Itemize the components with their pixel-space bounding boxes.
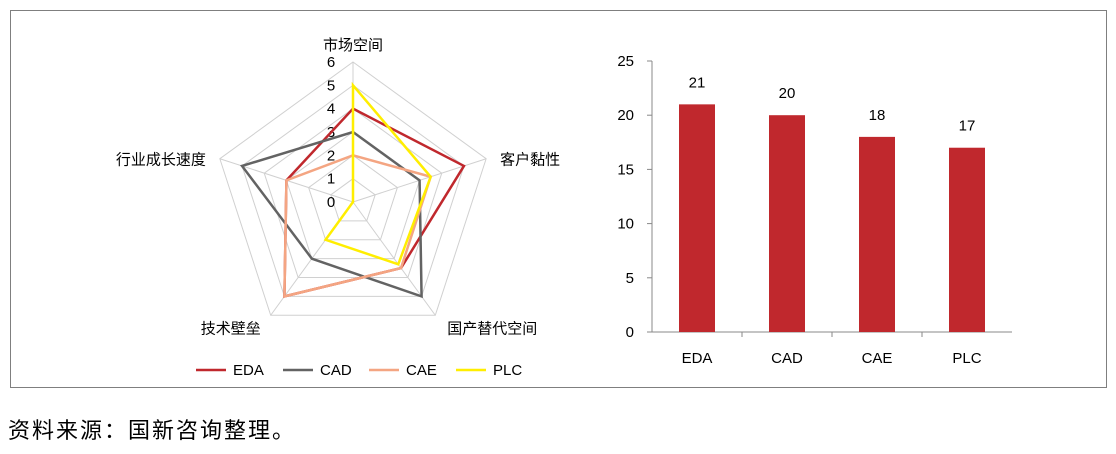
bar-y-tick-label: 25	[617, 53, 634, 70]
legend-label-eda: EDA	[233, 362, 264, 379]
radar-scale-label: 4	[327, 101, 335, 118]
bar-value-label: 17	[959, 118, 976, 135]
radar-grid-ring	[308, 154, 398, 241]
radar-axis-label: 客户黏性	[500, 151, 560, 169]
bar-y-tick-label: 5	[626, 270, 634, 287]
radar-scale-label: 6	[327, 54, 335, 71]
bar-category-label: CAE	[862, 350, 893, 367]
radar-scale-label: 5	[327, 77, 335, 94]
bar-value-label: 20	[779, 85, 796, 102]
legend-label-cae: CAE	[406, 362, 437, 379]
radar-grid-ring	[330, 178, 376, 222]
source-note: 资料来源：国新咨询整理。	[8, 419, 297, 444]
bar-value-label: 18	[869, 107, 886, 124]
bar-cad	[769, 115, 805, 332]
legend-label-plc: PLC	[493, 362, 522, 379]
radar-grid-ring	[263, 108, 443, 279]
bar-category-label: CAD	[771, 350, 803, 367]
radar-grid-ring	[219, 61, 487, 316]
chart-frame	[10, 10, 1107, 388]
bar-plc	[949, 147, 985, 332]
bar-eda	[679, 104, 715, 332]
bar-y-tick-label: 10	[617, 216, 634, 233]
radar-axis-label: 行业成长速度	[116, 151, 206, 169]
legend-label-cad: CAD	[320, 362, 352, 379]
radar-grid-ring	[241, 84, 465, 297]
radar-series-cae	[283, 154, 433, 298]
bar-category-label: PLC	[952, 350, 981, 367]
bar-y-tick-label: 0	[626, 324, 634, 341]
radar-scale-label: 1	[327, 171, 335, 188]
radar-scale-label: 0	[327, 194, 335, 211]
bar-category-label: EDA	[682, 350, 713, 367]
bar-y-tick-label: 20	[617, 107, 634, 124]
radar-axis-label: 技术壁垒	[201, 319, 261, 337]
radar-axis-label: 国产替代空间	[447, 319, 537, 337]
radar-axis-label: 市场空间	[323, 36, 383, 54]
bar-cae	[859, 136, 895, 332]
bar-y-tick-label: 15	[617, 161, 634, 178]
radar-series-plc	[323, 81, 433, 266]
radar-scale-label: 2	[327, 147, 335, 164]
bar-value-label: 21	[689, 74, 706, 91]
